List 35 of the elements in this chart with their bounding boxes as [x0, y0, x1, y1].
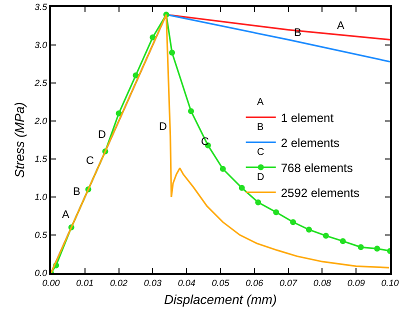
x-tick-label: 0.00: [42, 278, 60, 288]
annotation: C: [257, 147, 264, 158]
y-tick-label: 2.0: [34, 116, 48, 126]
legend-label: 1 element: [280, 110, 334, 125]
annotation: C: [86, 155, 94, 167]
y-axis-title: Stress (MPa): [12, 102, 28, 178]
legend-label: 2592 elements: [280, 186, 360, 200]
x-tick-label: 0.10: [381, 278, 399, 288]
x-axis-title: Displacement (mm): [164, 292, 277, 307]
x-tick-label: 0.03: [144, 278, 162, 288]
legend-label: 768 elements: [280, 160, 353, 175]
x-tick-label: 0.08: [313, 278, 331, 288]
annotation: B: [257, 122, 264, 133]
annotation: A: [337, 20, 345, 32]
y-tick-label: 0.5: [34, 230, 48, 240]
y-tick-label: 3.5: [34, 2, 48, 12]
y-tick-label: 1.5: [34, 154, 48, 164]
x-tick-label: 0.07: [280, 278, 298, 288]
x-tick-label: 0.04: [178, 278, 196, 288]
x-tick-label: 0.01: [76, 278, 94, 288]
x-tick-label: 0.05: [212, 278, 230, 288]
legend-label: 2 elements: [280, 136, 340, 150]
annotation: A: [62, 209, 70, 221]
x-tick-label: 0.02: [110, 278, 128, 288]
y-tick-label: 3.0: [34, 40, 48, 50]
annotation: A: [257, 97, 264, 108]
annotation: D: [98, 129, 106, 141]
x-tick-label: 0.06: [246, 278, 264, 288]
y-tick-label: 2.5: [34, 78, 48, 88]
y-tick-label: 0.0: [34, 268, 48, 278]
y-tick-label: 1.0: [34, 192, 48, 202]
annotation: D: [257, 172, 264, 183]
annotation: B: [73, 186, 80, 198]
x-tick-label: 0.09: [347, 278, 365, 288]
annotation: D: [159, 121, 167, 133]
